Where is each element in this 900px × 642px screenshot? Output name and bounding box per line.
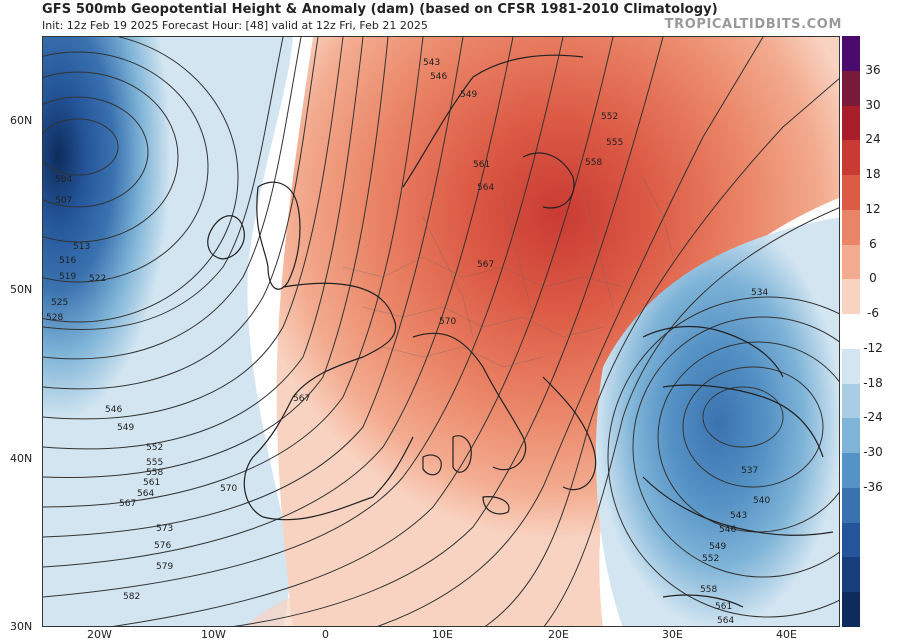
colorbar-swatch bbox=[842, 36, 860, 72]
contour-label: 558 bbox=[700, 585, 717, 595]
colorbar-swatch bbox=[842, 175, 860, 211]
colorbar-swatch bbox=[842, 140, 860, 176]
colorbar-label: -6 bbox=[867, 306, 879, 321]
contour-label: 561 bbox=[715, 602, 732, 612]
coastlines bbox=[207, 54, 834, 608]
colorbar-swatch bbox=[842, 557, 860, 593]
lat-label-50n: 50N bbox=[10, 283, 33, 296]
contour-label: 546 bbox=[430, 72, 447, 82]
contour-label: 564 bbox=[137, 489, 154, 499]
contour-label: 534 bbox=[751, 288, 768, 298]
colorbar-swatch bbox=[842, 314, 860, 350]
borders bbox=[342, 176, 674, 368]
map-svg: 504 507 513 516 519 522 525 528 546 549 … bbox=[43, 37, 839, 626]
western-trough-anomaly bbox=[43, 37, 293, 626]
colorbar-label: 12 bbox=[865, 201, 881, 216]
colorbar-label: -12 bbox=[863, 340, 883, 355]
colorbar-label: -30 bbox=[863, 445, 883, 460]
colorbar-swatch bbox=[842, 348, 860, 385]
central-ridge-anomaly bbox=[276, 37, 839, 626]
colorbar-swatch bbox=[842, 592, 860, 628]
contour-label: 504 bbox=[55, 175, 72, 185]
contour-label: 549 bbox=[460, 90, 477, 100]
contour-label: 546 bbox=[105, 405, 122, 415]
anomaly-map: 504 507 513 516 519 522 525 528 546 549 … bbox=[42, 36, 840, 627]
lon-label-40e: 40E bbox=[776, 628, 797, 641]
colorbar-swatch bbox=[842, 209, 860, 246]
contour-label: 567 bbox=[293, 394, 310, 404]
colorbar-label: 0 bbox=[869, 271, 877, 286]
contour-label: 555 bbox=[146, 458, 163, 468]
contour-label: 549 bbox=[117, 423, 134, 433]
contour-label: 537 bbox=[741, 466, 758, 476]
colorbar-label: 36 bbox=[865, 62, 881, 77]
contour-label: 543 bbox=[730, 511, 747, 521]
colorbar-label: 24 bbox=[865, 132, 881, 147]
colorbar-swatch bbox=[842, 453, 860, 489]
contour-label: 567 bbox=[477, 260, 494, 270]
lat-label-60n: 60N bbox=[10, 114, 33, 127]
lon-label-20w: 20W bbox=[87, 628, 112, 641]
contour-label: 516 bbox=[59, 256, 76, 266]
height-contours bbox=[43, 37, 839, 626]
contour-label: 564 bbox=[717, 616, 734, 626]
contour-label: 549 bbox=[709, 542, 726, 552]
lon-label-20e: 20E bbox=[548, 628, 569, 641]
contour-label: 558 bbox=[585, 158, 602, 168]
chart-title: GFS 500mb Geopotential Height & Anomaly … bbox=[42, 2, 718, 17]
colorbar-label: -36 bbox=[863, 479, 883, 494]
southern-anomaly bbox=[245, 577, 580, 626]
brand-watermark: TROPICALTIDBITS.COM bbox=[664, 17, 842, 32]
contour-label-group: 504 507 513 516 519 522 525 528 546 549 … bbox=[46, 58, 770, 626]
lon-label-0: 0 bbox=[322, 628, 329, 641]
contour-label: 540 bbox=[753, 496, 770, 506]
colorbar-swatch bbox=[842, 383, 860, 419]
lat-label-40n: 40N bbox=[10, 452, 33, 465]
contour-label: 528 bbox=[46, 313, 63, 323]
lon-label-30e: 30E bbox=[662, 628, 683, 641]
contour-label: 579 bbox=[156, 562, 173, 572]
contour-label: 564 bbox=[477, 183, 494, 193]
colorbar-label: -18 bbox=[863, 375, 883, 390]
colorbar-swatch bbox=[842, 418, 860, 454]
contour-label: 570 bbox=[220, 484, 237, 494]
colorbar-swatch bbox=[842, 244, 860, 280]
contour-label: 525 bbox=[51, 298, 68, 308]
contour-label: 552 bbox=[146, 443, 163, 453]
contour-label: 546 bbox=[719, 525, 736, 535]
contour-label: 561 bbox=[143, 478, 160, 488]
colorbar-label: 18 bbox=[865, 167, 881, 182]
contour-label: 570 bbox=[439, 317, 456, 327]
colorbar-label: 30 bbox=[865, 97, 881, 112]
contour-label: 507 bbox=[55, 196, 72, 206]
contour-label: 555 bbox=[606, 138, 623, 148]
contour-label: 576 bbox=[154, 541, 171, 551]
lon-label-10w: 10W bbox=[201, 628, 226, 641]
colorbar bbox=[842, 36, 860, 628]
colorbar-swatch bbox=[842, 522, 860, 558]
contour-label: 552 bbox=[601, 112, 618, 122]
contour-label: 567 bbox=[119, 499, 136, 509]
contour-label: 552 bbox=[702, 554, 719, 564]
colorbar-label: -24 bbox=[863, 410, 883, 425]
colorbar-swatch bbox=[842, 487, 860, 524]
colorbar-swatch bbox=[842, 279, 860, 315]
contour-label: 513 bbox=[73, 242, 90, 252]
chart-subtitle: Init: 12z Feb 19 2025 Forecast Hour: [48… bbox=[42, 19, 428, 32]
contour-label: 558 bbox=[146, 468, 163, 478]
contour-label: 582 bbox=[123, 592, 140, 602]
contour-label: 573 bbox=[156, 524, 173, 534]
lat-label-30n: 30N bbox=[10, 620, 33, 633]
contour-label: 561 bbox=[473, 160, 490, 170]
colorbar-swatch bbox=[842, 70, 860, 106]
colorbar-label: 6 bbox=[869, 236, 877, 251]
colorbar-swatch bbox=[842, 105, 860, 141]
contour-label: 519 bbox=[59, 272, 76, 282]
contour-label: 543 bbox=[423, 58, 440, 68]
contour-label: 522 bbox=[89, 274, 106, 284]
eastern-trough-anomaly bbox=[595, 217, 839, 626]
lon-label-10e: 10E bbox=[432, 628, 453, 641]
